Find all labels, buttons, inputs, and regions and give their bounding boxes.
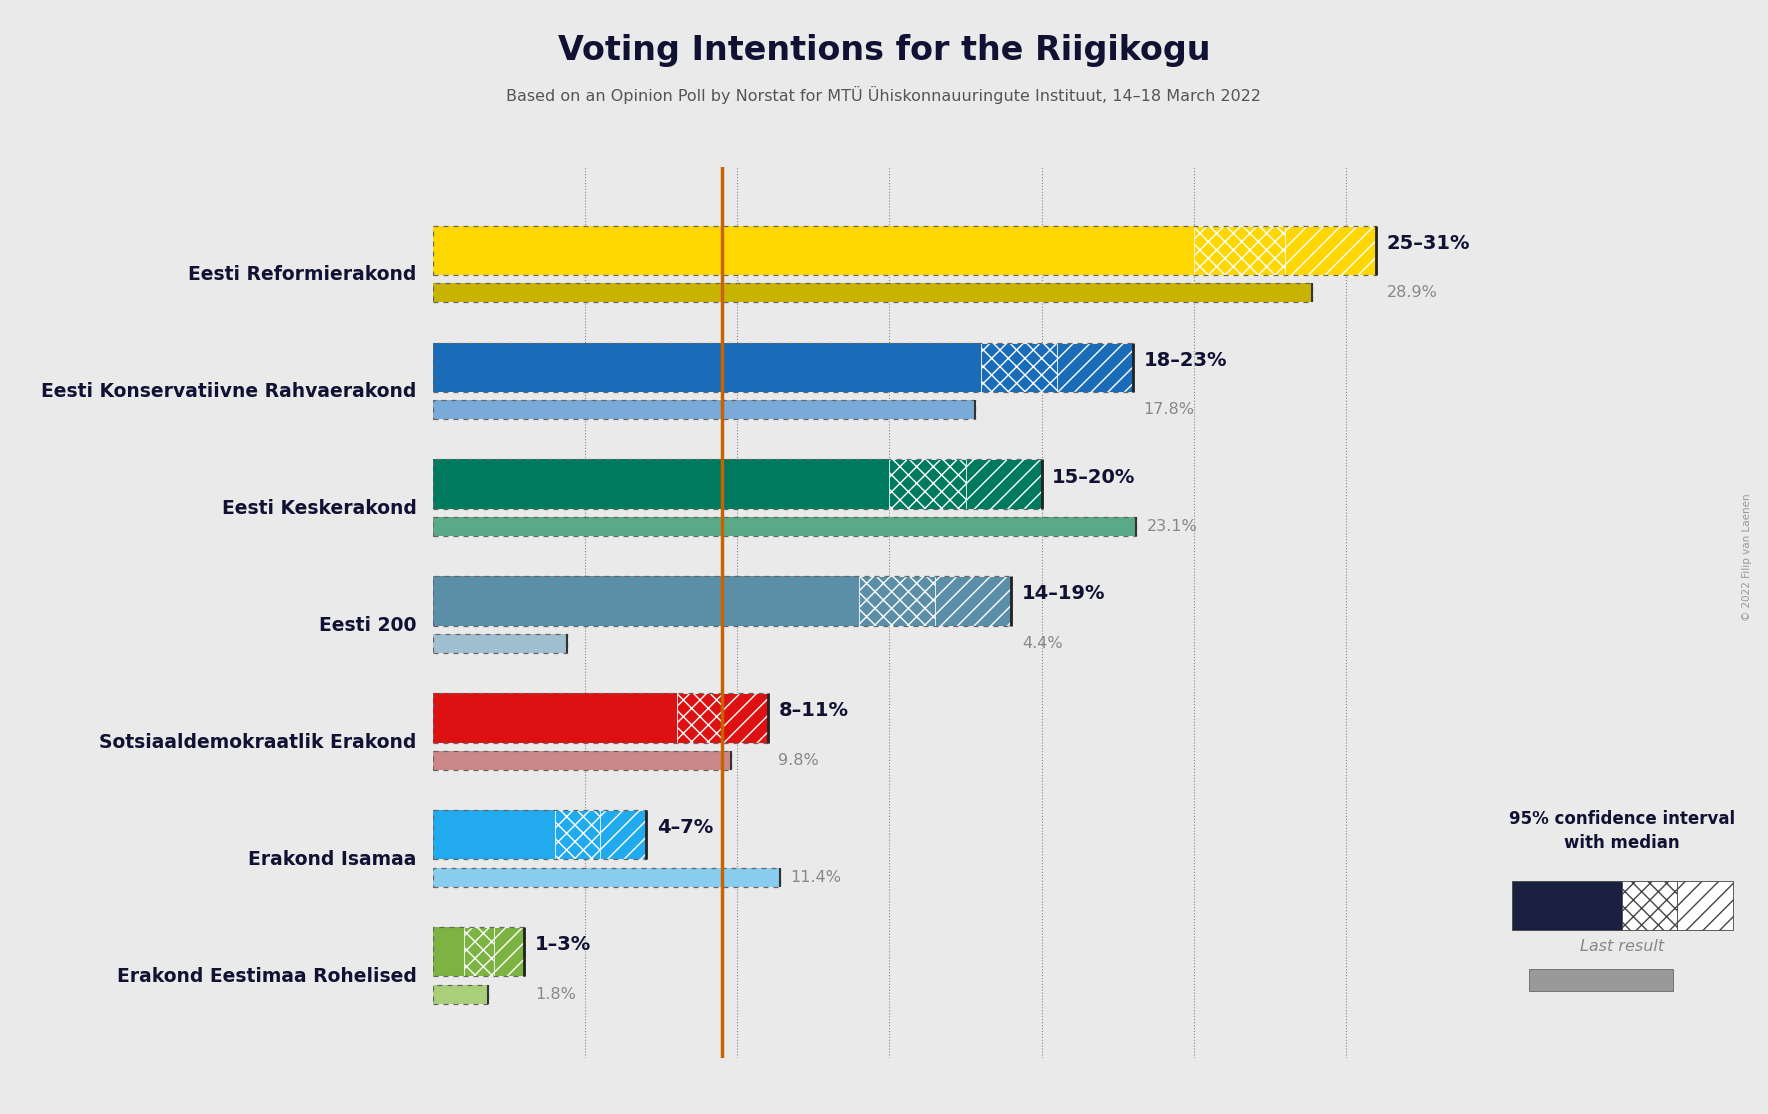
Bar <box>433 810 555 860</box>
Bar <box>1285 225 1376 275</box>
Text: 14–19%: 14–19% <box>1022 585 1105 604</box>
Bar <box>433 283 1312 302</box>
Bar <box>433 283 1312 302</box>
Bar <box>1057 342 1133 392</box>
Bar <box>433 693 767 743</box>
Bar <box>433 517 1135 536</box>
Bar <box>433 459 1041 509</box>
Text: © 2022 Filip van Laenen: © 2022 Filip van Laenen <box>1741 494 1752 620</box>
Text: 25–31%: 25–31% <box>1386 234 1471 253</box>
Text: 4–7%: 4–7% <box>656 819 713 838</box>
Bar <box>433 400 974 419</box>
Bar <box>433 927 525 977</box>
Bar <box>433 342 1133 392</box>
Bar <box>981 342 1057 392</box>
Text: 95% confidence interval: 95% confidence interval <box>1510 810 1734 828</box>
Text: Last result: Last result <box>1581 939 1664 954</box>
Text: Based on an Opinion Poll by Norstat for MTÜ Ühiskonnauuringute Instituut, 14–18 : Based on an Opinion Poll by Norstat for … <box>506 86 1262 104</box>
Text: 8–11%: 8–11% <box>778 702 849 721</box>
Bar <box>433 751 732 770</box>
Bar <box>859 576 935 626</box>
Text: with median: with median <box>1565 834 1680 852</box>
Text: 23.1%: 23.1% <box>1146 519 1197 535</box>
Text: 4.4%: 4.4% <box>1022 636 1063 652</box>
Bar <box>1193 225 1285 275</box>
Bar <box>433 868 780 887</box>
Text: 18–23%: 18–23% <box>1144 351 1227 370</box>
Bar <box>601 810 645 860</box>
Bar <box>433 225 1193 275</box>
Bar <box>433 985 488 1004</box>
Bar <box>433 693 677 743</box>
Bar <box>433 927 463 977</box>
Bar <box>677 693 721 743</box>
Bar <box>433 342 981 392</box>
Bar <box>965 459 1041 509</box>
Bar <box>935 576 1011 626</box>
Bar <box>433 985 488 1004</box>
Text: Voting Intentions for the Riigikogu: Voting Intentions for the Riigikogu <box>557 33 1211 67</box>
Text: 9.8%: 9.8% <box>778 753 819 769</box>
Text: 15–20%: 15–20% <box>1052 468 1135 487</box>
Bar <box>889 459 965 509</box>
Bar <box>433 459 889 509</box>
Bar <box>433 810 645 860</box>
Bar <box>555 810 601 860</box>
Bar <box>433 517 1135 536</box>
Bar <box>433 634 568 653</box>
Text: 28.9%: 28.9% <box>1386 285 1437 301</box>
Bar <box>433 400 974 419</box>
Bar <box>433 225 1376 275</box>
Bar <box>433 576 859 626</box>
Bar <box>463 927 493 977</box>
Bar <box>433 634 568 653</box>
Text: 11.4%: 11.4% <box>790 870 842 886</box>
Text: 17.8%: 17.8% <box>1144 402 1195 418</box>
Bar <box>433 751 732 770</box>
Text: 1–3%: 1–3% <box>536 936 591 955</box>
Bar <box>433 576 1011 626</box>
Bar <box>721 693 767 743</box>
Text: 1.8%: 1.8% <box>536 987 576 1003</box>
Bar <box>433 868 780 887</box>
Bar <box>493 927 525 977</box>
